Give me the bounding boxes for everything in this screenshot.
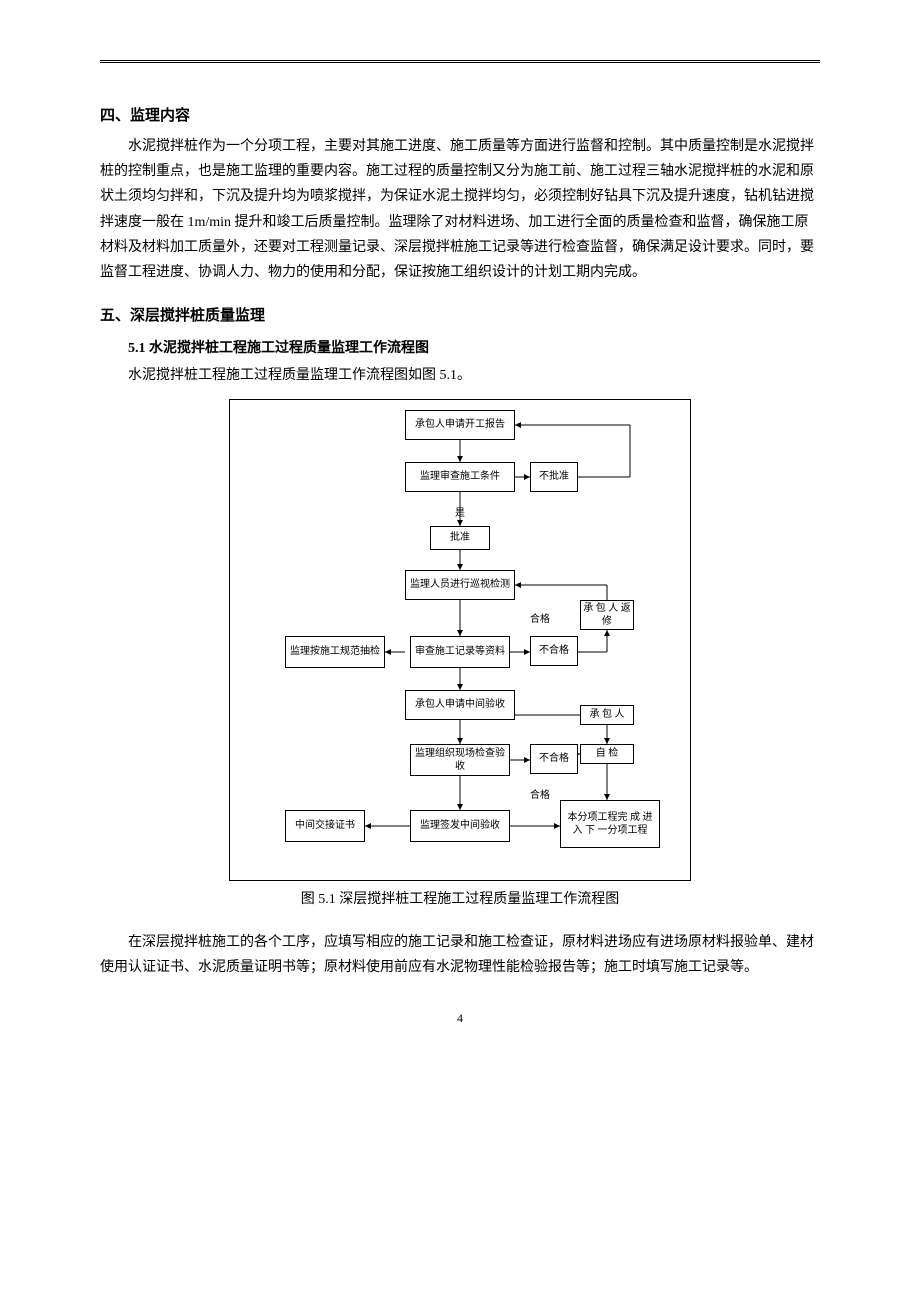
flow-box: 本分项工程完 成 进 入 下 一分项工程 — [560, 800, 660, 848]
flow-box: 承包人申请开工报告 — [405, 410, 515, 440]
section-5-heading: 五、深层搅拌桩质量监理 — [100, 303, 820, 330]
flow-box: 监理人员进行巡视检测 — [405, 570, 515, 600]
figure-caption: 图 5.1 深层搅拌桩工程施工过程质量监理工作流程图 — [100, 887, 820, 912]
flow-box: 不合格 — [530, 636, 578, 666]
section-5-1-intro: 水泥搅拌桩工程施工过程质量监理工作流程图如图 5.1。 — [100, 363, 820, 388]
section-4-body: 水泥搅拌桩作为一个分项工程，主要对其施工进度、施工质量等方面进行监督和控制。其中… — [100, 134, 820, 285]
flow-box: 中间交接证书 — [285, 810, 365, 842]
flow-box: 监理审查施工条件 — [405, 462, 515, 492]
flowchart-figure: 承包人申请开工报告监理审查施工条件不批准批准监理人员进行巡视检测监理按施工规范抽… — [229, 399, 691, 881]
flow-box: 审查施工记录等资料 — [410, 636, 510, 668]
flow-label: 是 — [455, 508, 465, 520]
flow-box: 承 包 人 — [580, 705, 634, 725]
section-5-1-heading: 5.1 水泥搅拌桩工程施工过程质量监理工作流程图 — [100, 336, 820, 361]
closing-paragraph: 在深层搅拌桩施工的各个工序，应填写相应的施工记录和施工检查证，原材料进场应有进场… — [100, 930, 820, 980]
flow-box: 承包人申请中间验收 — [405, 690, 515, 720]
flow-box: 自 检 — [580, 744, 634, 764]
flow-box: 不合格 — [530, 744, 578, 774]
section-4-heading: 四、监理内容 — [100, 103, 820, 130]
flow-box: 不批准 — [530, 462, 578, 492]
flow-label: 合格 — [530, 614, 550, 626]
flow-box: 批准 — [430, 526, 490, 550]
page-number: 4 — [100, 1008, 820, 1030]
flow-box: 承 包 人 返 修 — [580, 600, 634, 630]
flow-box: 监理组织现场检查验收 — [410, 744, 510, 776]
flow-box: 监理签发中间验收 — [410, 810, 510, 842]
flow-label: 合格 — [530, 790, 550, 802]
header-rule — [100, 60, 820, 63]
page: 四、监理内容 水泥搅拌桩作为一个分项工程，主要对其施工进度、施工质量等方面进行监… — [0, 0, 920, 1070]
flow-box: 监理按施工规范抽检 — [285, 636, 385, 668]
